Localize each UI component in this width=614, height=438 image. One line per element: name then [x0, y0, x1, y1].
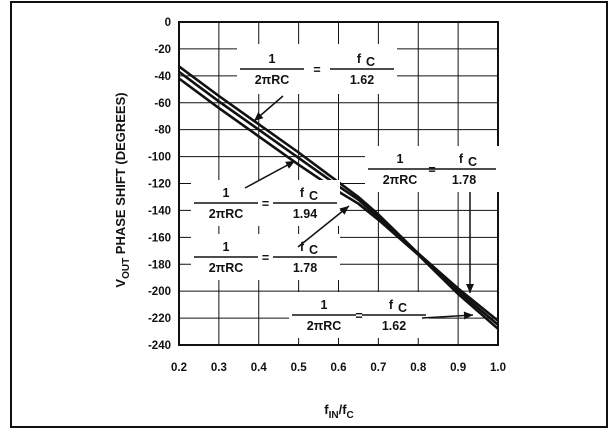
ratio-label-5: 1 2πRC = f C 1.62 [289, 292, 474, 338]
y-axis-label: VOUT PHASE SHIFT (DEGREES) [113, 92, 132, 287]
x-tick-label: 0.3 [211, 362, 227, 374]
series-line-2 [178, 70, 499, 326]
fraction-denominator: 1.62 [382, 319, 406, 333]
ratio-label-3: 1 2πRC = f C 1.94 [191, 160, 340, 226]
x-tick-label: 0.2 [171, 362, 187, 374]
fraction-denominator: 1.62 [350, 73, 374, 87]
arrowhead [285, 161, 295, 169]
fraction-denominator: 1.94 [293, 207, 317, 221]
fraction-denominator: 2πRC [255, 73, 290, 87]
series-line-3 [178, 77, 499, 330]
x-tick-label: 0.8 [410, 362, 427, 374]
fraction-numerator-subscript: C [398, 301, 407, 315]
x-tick-label: 0.9 [450, 362, 466, 374]
y-axis-label-rest: PHASE SHIFT (DEGREES) [113, 92, 128, 257]
x-tick-label: 0.5 [291, 362, 308, 374]
arrowhead [254, 112, 264, 121]
equals-sign: = [355, 309, 362, 323]
fraction-numerator-subscript: C [366, 55, 375, 69]
equals-sign: = [428, 163, 435, 177]
fraction-numerator: f [300, 240, 305, 254]
fraction-numerator: f [300, 186, 305, 200]
y-tick-label: -180 [148, 259, 171, 271]
ratio-label-4: 1 2πRC = f C 1.78 [191, 205, 350, 280]
fraction-denominator: 2πRC [209, 261, 244, 275]
ratio-label-1: 1 2πRC = f C 1.62 [237, 44, 397, 122]
arrowhead [463, 311, 473, 320]
fraction-denominator: 1.78 [452, 173, 476, 187]
fraction-numerator: 1 [269, 52, 276, 66]
fraction-denominator: 2πRC [209, 207, 244, 221]
equals-sign: = [262, 197, 269, 211]
arrowhead [339, 206, 349, 215]
fraction-numerator: 1 [321, 298, 328, 312]
y-tick-label: -140 [148, 205, 171, 217]
x-axis-label-sub1: IN [329, 410, 339, 421]
pointer-line [297, 205, 350, 248]
y-axis-label-base: V [113, 279, 128, 288]
equals-sign: = [262, 251, 269, 265]
pointer-line [244, 160, 296, 189]
ratio-label-2: 1 2πRC = f C 1.78 [365, 146, 499, 293]
y-tick-label: -20 [154, 44, 171, 56]
x-tick-labels: 0.2 0.3 0.4 0.5 0.6 0.7 0.8 0.9 1.0 [171, 362, 506, 374]
fraction-numerator: f [389, 298, 394, 312]
y-tick-label: -220 [148, 313, 171, 325]
y-tick-label: -120 [148, 179, 171, 191]
fraction-denominator: 1.78 [293, 261, 317, 275]
fraction-denominator: 2πRC [307, 319, 342, 333]
x-tick-label: 1.0 [490, 362, 506, 374]
x-axis-label-sub2: C [347, 410, 354, 421]
series-layer [178, 65, 499, 330]
x-tick-label: 0.4 [251, 362, 268, 374]
x-axis-label-base: f [324, 402, 329, 417]
y-tick-labels: 0 -20 -40 -60 -80 -100 -120 -140 -160 -180 -200 -22… [148, 17, 171, 352]
y-tick-label: -60 [154, 98, 171, 110]
fraction-numerator: 1 [223, 240, 230, 254]
x-tick-label: 0.6 [331, 362, 347, 374]
fraction-numerator-subscript: C [309, 243, 318, 257]
x-tick-label: 0.7 [370, 362, 386, 374]
y-tick-label: -160 [148, 232, 171, 244]
y-tick-label: -100 [148, 152, 171, 164]
x-axis-label: fIN/fC [324, 402, 354, 421]
y-tick-label: -200 [148, 286, 171, 298]
fraction-numerator-subscript: C [468, 155, 477, 169]
equals-sign: = [313, 63, 320, 77]
arrowhead [466, 284, 474, 293]
fraction-numerator-subscript: C [309, 189, 318, 203]
y-axis-label-sub: OUT [121, 258, 132, 279]
y-tick-label: -40 [154, 71, 171, 83]
fraction-denominator: 2πRC [383, 173, 418, 187]
fraction-numerator: 1 [397, 152, 404, 166]
figure-frame [10, 1, 608, 428]
fraction-numerator: f [459, 152, 464, 166]
fraction-numerator: 1 [223, 186, 230, 200]
fraction-numerator: f [357, 52, 362, 66]
x-axis-label-slash: /f [339, 402, 348, 417]
y-tick-label: 0 [165, 17, 171, 29]
y-tick-label: -80 [154, 125, 171, 137]
y-tick-label: -240 [148, 340, 171, 352]
